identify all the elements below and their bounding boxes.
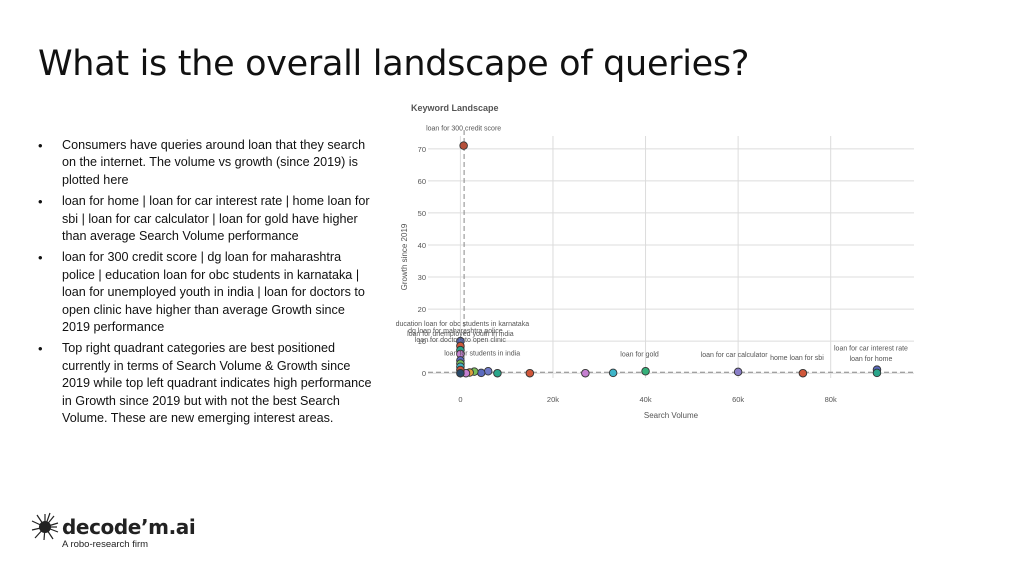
y-tick-label: 0	[422, 369, 426, 378]
slide-title: What is the overall landscape of queries…	[38, 44, 750, 84]
y-tick-label: 60	[418, 177, 426, 186]
point-label: loan for 300 credit score	[426, 126, 501, 133]
point-label: loan for unemployed youth in india	[407, 331, 514, 338]
chart-title: Keyword Landscape	[411, 103, 499, 113]
x-tick-label: 20k	[547, 395, 559, 404]
data-point	[581, 368, 590, 378]
data-point	[483, 367, 493, 376]
data-point	[798, 368, 808, 378]
point-label: loan for doctors to open clinic	[415, 337, 507, 344]
data-point	[456, 368, 465, 378]
y-tick-label: 30	[418, 273, 426, 282]
brand-logo: decode’m.ai A robo-research firm	[30, 512, 200, 552]
data-point	[525, 368, 535, 378]
logo-tagline: A robo-research firm	[62, 539, 149, 550]
point-label: dg loan for maharashtra police	[408, 328, 503, 335]
x-axis-label: Search Volume	[644, 411, 699, 420]
point-label: loan for car interest rate	[834, 346, 908, 353]
data-point	[493, 368, 502, 378]
data-point	[733, 367, 743, 377]
point-label: loan for car calculator	[701, 352, 769, 359]
point-label: education loan for obc students in karna…	[396, 321, 529, 328]
logo-name: decode’m.ai	[62, 515, 196, 539]
keyword-landscape-chart: 0 10 20 30 40 50 60 70 0 20k 40k 60k 80k Keyword Land…	[396, 98, 918, 428]
bullet-item: Top right quadrant categories are best p…	[38, 340, 376, 427]
point-label: home loan for sbi	[770, 355, 824, 362]
bullet-item: loan for home | loan for car interest ra…	[38, 193, 376, 245]
x-tick-label: 0	[458, 395, 462, 404]
data-point	[608, 368, 618, 378]
y-axis-label: Growth since 2019	[400, 223, 409, 290]
bullet-list: Consumers have queries around loan that …	[38, 137, 376, 432]
point-label: loan for students in india	[444, 350, 520, 357]
y-tick-label: 10	[418, 337, 426, 346]
x-tick-label: 80k	[825, 395, 837, 404]
scatter-plot: 0 10 20 30 40 50 60 70 0 20k 40k 60k 80k Keyword Land…	[396, 103, 914, 420]
y-tick-label: 20	[418, 305, 426, 314]
bullet-item: loan for 300 credit score | dg loan for …	[38, 249, 376, 336]
point-label: loan for home	[850, 356, 893, 363]
y-tick-label: 70	[418, 145, 426, 154]
y-tick-label: 50	[418, 209, 426, 218]
x-tick-label: 60k	[732, 395, 744, 404]
y-tick-label: 40	[418, 241, 426, 250]
bullet-item: Consumers have queries around loan that …	[38, 137, 376, 189]
x-tick-label: 40k	[639, 395, 651, 404]
data-point	[476, 368, 486, 378]
data-point	[641, 367, 650, 376]
data-point	[872, 368, 882, 378]
point-label: loan for gold	[620, 351, 659, 358]
data-point	[459, 141, 468, 150]
spiky-brain-icon	[31, 512, 59, 541]
